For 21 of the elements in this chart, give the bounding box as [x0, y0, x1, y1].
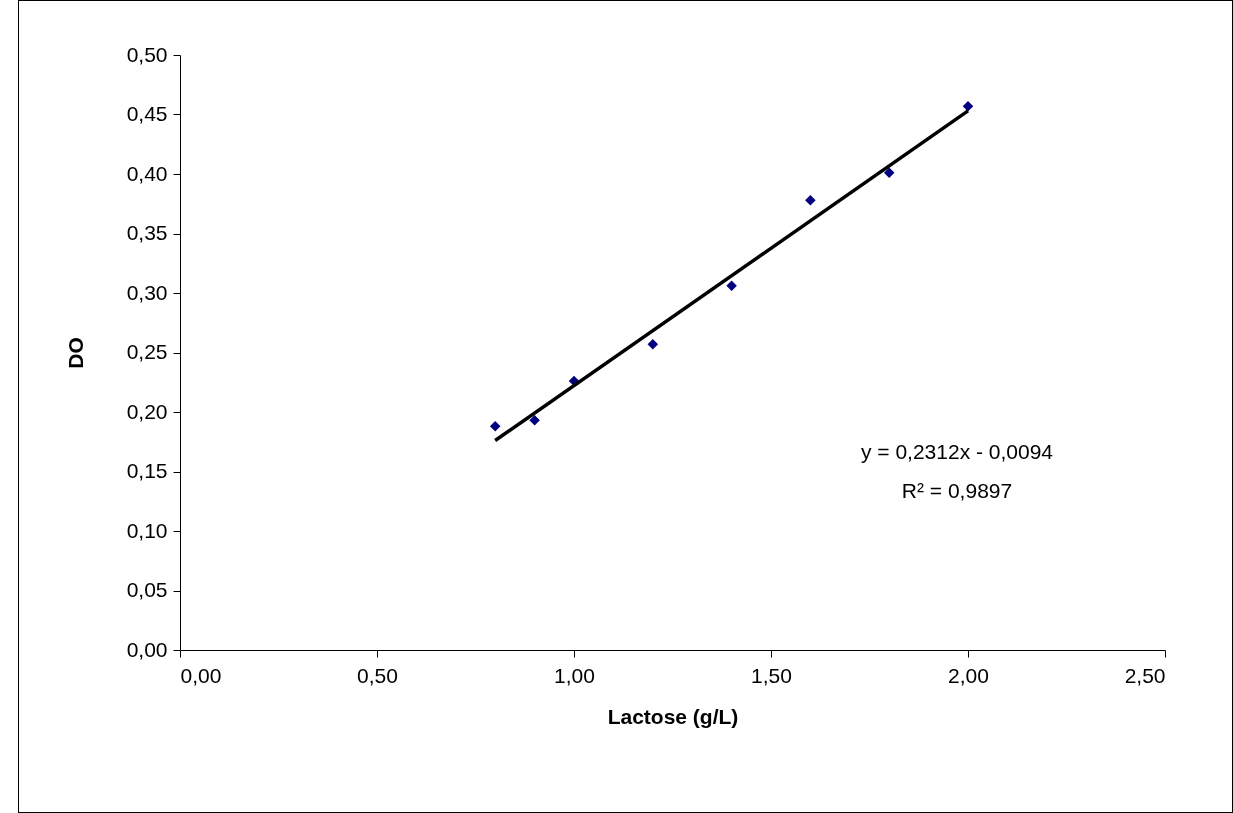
y-tick-label: 0,20 — [126, 399, 168, 423]
y-tick-label: 0,30 — [126, 280, 168, 304]
y-tick-label: 0,05 — [126, 578, 168, 601]
y-tick-label: 0,40 — [126, 161, 168, 185]
y-tick-label: 0,00 — [126, 637, 168, 661]
x-tick-label: 2,50 — [1124, 663, 1166, 687]
y-axis-title: DO — [63, 337, 87, 369]
x-tick-label: 2,00 — [948, 663, 989, 687]
x-axis-title: Lactose (g/L) — [607, 704, 739, 728]
y-tick-label: 0,15 — [126, 459, 168, 482]
x-tick-label: 1,00 — [554, 663, 595, 687]
y-tick-label: 0,10 — [126, 518, 168, 542]
y-tick-label: 0,25 — [126, 340, 168, 363]
annotation: y = 0,2312x - 0,0094 — [860, 440, 1054, 463]
y-tick-label: 0,50 — [126, 42, 168, 66]
x-tick-label: 1,50 — [751, 663, 792, 687]
annotation: R² = 0,9897 — [901, 479, 1013, 502]
x-tick-label: 0,00 — [180, 663, 222, 687]
x-tick-label: 0,50 — [357, 663, 398, 687]
y-tick-label: 0,45 — [126, 102, 168, 125]
y-tick-label: 0,35 — [126, 221, 168, 244]
